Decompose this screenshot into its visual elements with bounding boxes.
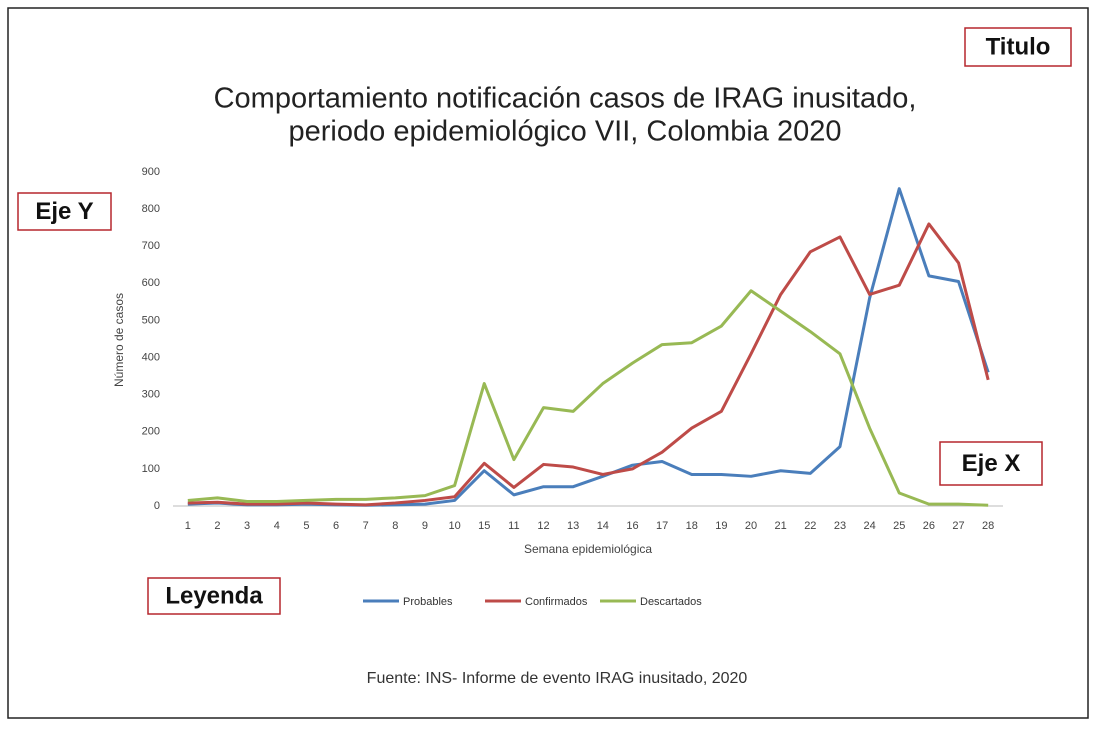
chart-title: periodo epidemiológico VII, Colombia 202…	[289, 116, 842, 148]
legend-label: Probables	[403, 596, 453, 608]
source: Fuente: INS- Informe de evento IRAG inus…	[367, 670, 748, 687]
series-line	[187, 289, 989, 507]
y-tick-label: 200	[142, 426, 160, 438]
y-tick-label: 400	[142, 351, 160, 363]
x-tick-label: 26	[923, 520, 935, 532]
annotation-label: Leyenda	[165, 582, 263, 609]
x-tick-label: 17	[656, 520, 668, 532]
annotation-box	[964, 27, 1072, 67]
x-tick-label: 2	[214, 520, 220, 532]
annotation-box	[147, 577, 281, 615]
x-axis-label: Semana epidemiológica	[524, 542, 652, 556]
x-tick-label: 7	[363, 520, 369, 532]
y-tick-label: 900	[142, 166, 160, 178]
x-tick-label: 6	[333, 520, 339, 532]
annotation-box	[17, 192, 112, 231]
x-tick-label: 3	[244, 520, 250, 532]
x-tick-label: 10	[448, 520, 460, 532]
annotation-label: Eje X	[962, 450, 1021, 477]
x-tick-label: 24	[863, 520, 875, 532]
y-axis-label: Número de casos	[112, 293, 126, 387]
x-tick-label: 16	[626, 520, 638, 532]
x-tick-label: 23	[834, 520, 846, 532]
y-tick-label: 300	[142, 389, 160, 401]
x-tick-label: 28	[982, 520, 994, 532]
legend-label: Descartados	[640, 596, 702, 608]
x-tick-label: 22	[804, 520, 816, 532]
x-tick-label: 14	[597, 520, 609, 532]
series-line	[187, 222, 990, 507]
x-tick-label: 25	[893, 520, 905, 532]
x-tick-label: 5	[303, 520, 309, 532]
x-tick-label: 11	[508, 520, 519, 532]
x-tick-label: 1	[185, 520, 191, 532]
x-tick-label: 18	[686, 520, 698, 532]
y-tick-label: 0	[154, 500, 160, 512]
y-tick-label: 600	[142, 277, 160, 289]
x-tick-label: 4	[274, 520, 280, 532]
annotation-box	[939, 441, 1043, 486]
frame	[7, 7, 1089, 719]
x-tick-label: 13	[567, 520, 579, 532]
x-tick-label: 21	[775, 520, 787, 532]
series-line	[187, 187, 990, 507]
annotation-label: Eje Y	[35, 198, 93, 225]
x-tick-label: 8	[392, 520, 398, 532]
x-tick-label: 27	[952, 520, 964, 532]
y-tick-label: 700	[142, 240, 160, 252]
x-tick-label: 20	[745, 520, 757, 532]
y-tick-label: 100	[142, 463, 160, 475]
x-tick-label: 12	[537, 520, 549, 532]
chart-title: Comportamiento notificación casos de IRA…	[214, 83, 917, 115]
x-tick-label: 19	[715, 520, 727, 532]
legend-label: Confirmados	[525, 596, 588, 608]
y-tick-label: 800	[142, 203, 160, 215]
y-tick-label: 500	[142, 314, 160, 326]
x-tick-label: 15	[478, 520, 490, 532]
x-tick-label: 9	[422, 520, 428, 532]
annotation-label: Titulo	[986, 33, 1051, 60]
